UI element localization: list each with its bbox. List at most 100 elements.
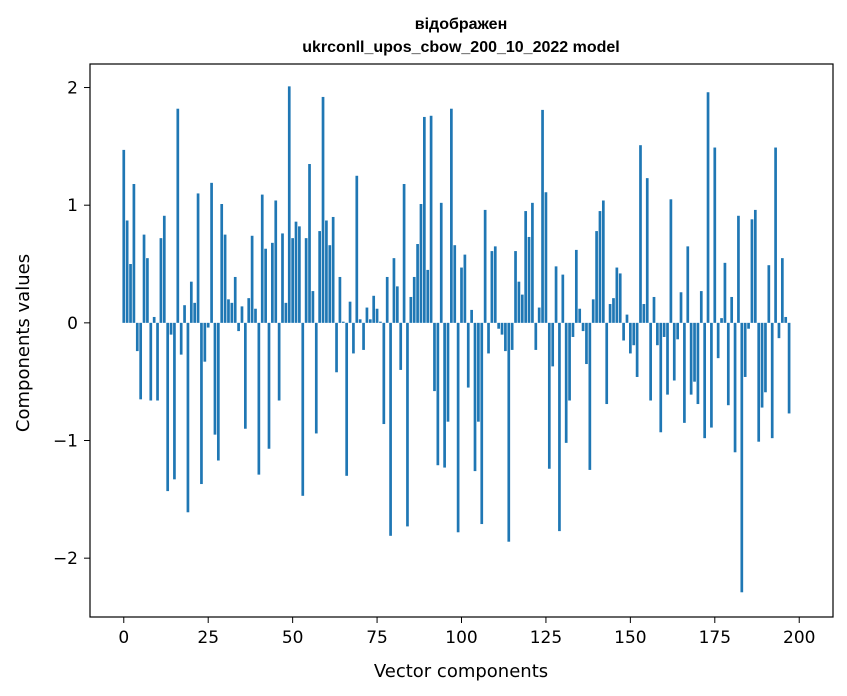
- bar: [345, 322, 349, 476]
- x-axis-ticks: 0 25 50 75 100 125 150 175 200: [118, 617, 815, 648]
- bar: [740, 322, 744, 593]
- bar: [497, 322, 500, 329]
- bar: [159, 238, 163, 323]
- x-tick-label: 0: [118, 628, 129, 648]
- bar: [230, 302, 234, 323]
- bar: [483, 209, 487, 323]
- bar: [277, 322, 281, 401]
- bar: [642, 304, 646, 323]
- bar: [568, 322, 571, 401]
- bar: [142, 234, 146, 323]
- x-tick-label: 175: [699, 628, 731, 648]
- x-tick-label: 200: [783, 628, 815, 648]
- bar: [780, 258, 784, 323]
- bar: [402, 184, 406, 323]
- bar: [179, 322, 183, 355]
- bar: [662, 322, 666, 337]
- plot-area-frame: [89, 63, 834, 618]
- bar: [453, 245, 457, 323]
- bar: [264, 248, 267, 323]
- bar: [304, 238, 308, 323]
- y-tick-label: −1: [53, 432, 78, 452]
- bar: [355, 175, 359, 323]
- bar: [578, 308, 582, 323]
- bar: [156, 322, 159, 401]
- bar: [504, 322, 507, 352]
- bar: [213, 322, 217, 435]
- bar: [125, 220, 129, 323]
- bar: [571, 322, 575, 337]
- bar: [237, 322, 240, 332]
- bar: [186, 322, 190, 513]
- bar: [260, 194, 264, 323]
- x-tick-label: 25: [197, 628, 219, 648]
- bar: [392, 258, 396, 323]
- bar: [629, 322, 632, 354]
- bar: [257, 322, 261, 475]
- bar: [166, 322, 170, 492]
- bar: [720, 318, 723, 323]
- bar: [466, 322, 470, 388]
- bar: [686, 246, 690, 323]
- bar: [135, 322, 139, 352]
- bar: [595, 231, 598, 323]
- bar: [470, 309, 473, 323]
- bar: [321, 96, 325, 323]
- x-tick-label: 50: [282, 628, 304, 648]
- bar: [760, 322, 764, 408]
- bar: [244, 322, 247, 429]
- bar: [514, 251, 517, 323]
- bar: [480, 322, 484, 525]
- bar: [433, 322, 436, 392]
- bar: [774, 147, 777, 323]
- bar: [375, 308, 379, 323]
- bar: [206, 322, 210, 328]
- bar: [223, 234, 227, 323]
- bar: [409, 296, 413, 323]
- bar: [284, 302, 288, 323]
- bar: [129, 264, 132, 323]
- bar: [534, 322, 538, 350]
- bar: [696, 322, 700, 405]
- bar: [500, 322, 504, 335]
- bar: [510, 322, 514, 350]
- bar: [608, 304, 612, 323]
- bar: [314, 322, 318, 434]
- bar: [615, 267, 619, 323]
- bar: [152, 316, 156, 323]
- bar: [196, 193, 200, 323]
- bar: [426, 269, 430, 323]
- bar: [395, 286, 399, 323]
- bar: [389, 322, 392, 536]
- bar: [348, 301, 352, 323]
- bar: [216, 322, 220, 461]
- bar: [693, 322, 696, 382]
- bar: [544, 192, 548, 323]
- bars-group: [122, 86, 791, 593]
- bar: [338, 276, 342, 323]
- bar: [220, 204, 224, 323]
- bar: [298, 226, 301, 323]
- bar: [200, 322, 203, 485]
- bar: [308, 164, 311, 323]
- bar: [439, 202, 443, 323]
- bar: [254, 308, 257, 323]
- bar: [362, 322, 365, 350]
- bar: [601, 200, 605, 323]
- bar: [419, 204, 423, 323]
- bar: [537, 307, 541, 323]
- bar: [659, 322, 663, 433]
- bar: [588, 322, 592, 470]
- bar: [612, 298, 615, 323]
- bar: [649, 322, 652, 401]
- bar: [250, 235, 254, 323]
- bar: [683, 322, 686, 423]
- bar: [203, 322, 207, 362]
- bar: [443, 322, 446, 468]
- bar: [365, 307, 369, 323]
- bar: [162, 215, 166, 323]
- bar: [507, 322, 511, 542]
- chart-title-line-2: ukrconll_upos_cbow_200_10_2022 model: [302, 39, 619, 56]
- bar: [753, 209, 757, 323]
